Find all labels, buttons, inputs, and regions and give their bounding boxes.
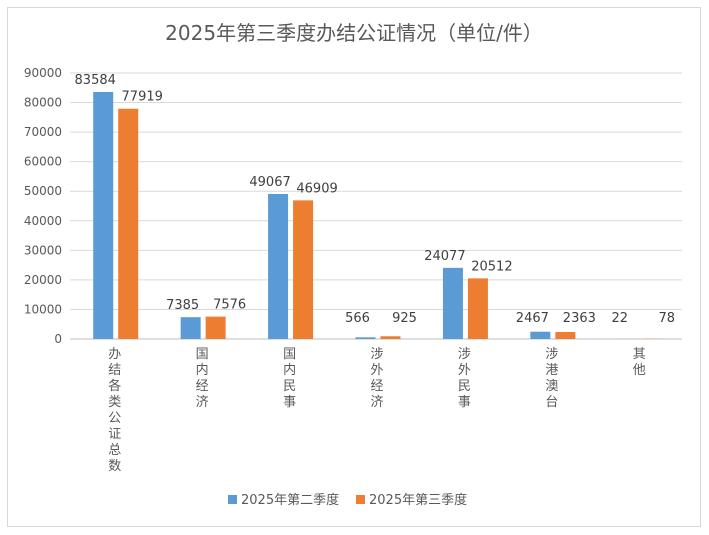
x-tick-label: 结 bbox=[108, 363, 121, 378]
legend-label: 2025年第三季度 bbox=[369, 492, 467, 508]
data-label: 22 bbox=[612, 311, 629, 326]
x-tick-label: 涉 bbox=[458, 347, 471, 362]
y-tick-label: 0 bbox=[54, 332, 62, 346]
x-tick-label: 证 bbox=[108, 427, 121, 442]
bar bbox=[442, 267, 463, 339]
bar bbox=[205, 316, 226, 339]
data-label: 925 bbox=[392, 311, 417, 326]
bar bbox=[293, 200, 314, 339]
y-tick-label: 10000 bbox=[24, 302, 62, 316]
y-tick-label: 40000 bbox=[24, 214, 62, 228]
x-tick-label: 涉 bbox=[370, 347, 383, 362]
y-tick-label: 50000 bbox=[24, 184, 62, 198]
x-tick-label: 事 bbox=[283, 395, 296, 410]
x-tick-label: 台 bbox=[545, 395, 558, 410]
x-tick-label: 澳 bbox=[545, 378, 558, 394]
legend-swatch bbox=[356, 495, 365, 504]
data-label: 2363 bbox=[563, 311, 596, 326]
x-tick-label: 济 bbox=[196, 395, 209, 410]
x-tick-label: 办 bbox=[108, 347, 121, 362]
x-tick-label: 其 bbox=[633, 347, 646, 362]
data-label: 77919 bbox=[122, 90, 163, 105]
legend-swatch bbox=[228, 495, 237, 504]
data-label: 24077 bbox=[424, 249, 465, 264]
data-label: 49067 bbox=[249, 175, 290, 190]
chart-frame bbox=[7, 7, 701, 527]
data-label: 2467 bbox=[516, 311, 549, 326]
y-tick-label: 30000 bbox=[24, 243, 62, 257]
bar bbox=[93, 91, 114, 339]
bar bbox=[555, 332, 576, 339]
data-label: 83584 bbox=[75, 73, 116, 88]
x-tick-label: 他 bbox=[633, 363, 646, 378]
bar bbox=[180, 317, 201, 339]
x-tick-label: 国 bbox=[283, 347, 296, 362]
y-tick-label: 80000 bbox=[24, 96, 62, 110]
bar bbox=[380, 336, 401, 339]
x-tick-label: 济 bbox=[370, 395, 383, 410]
y-tick-label: 20000 bbox=[24, 273, 62, 287]
bar bbox=[355, 337, 376, 339]
bar bbox=[467, 278, 488, 339]
x-tick-label: 总 bbox=[108, 443, 121, 458]
x-tick-label: 内 bbox=[196, 362, 209, 378]
x-tick-label: 各 bbox=[108, 378, 121, 394]
x-tick-label: 公 bbox=[108, 411, 121, 426]
data-label: 566 bbox=[345, 311, 370, 326]
data-label: 7385 bbox=[166, 298, 199, 313]
x-tick-label: 事 bbox=[458, 395, 471, 410]
x-tick-label: 国 bbox=[196, 347, 209, 362]
data-label: 78 bbox=[659, 311, 676, 326]
x-tick-label: 类 bbox=[108, 395, 121, 410]
x-tick-label: 港 bbox=[545, 363, 558, 378]
x-tick-label: 外 bbox=[458, 363, 471, 378]
data-label: 20512 bbox=[471, 259, 512, 274]
x-tick-label: 经 bbox=[196, 379, 209, 394]
y-tick-label: 70000 bbox=[24, 125, 62, 139]
bar bbox=[530, 331, 551, 339]
y-tick-label: 60000 bbox=[24, 155, 62, 169]
bar bbox=[118, 108, 139, 339]
x-tick-label: 民 bbox=[458, 379, 471, 394]
x-tick-label: 民 bbox=[283, 379, 296, 394]
x-tick-label: 外 bbox=[370, 363, 383, 378]
legend-label: 2025年第二季度 bbox=[241, 492, 339, 508]
chart-title: 2025年第三季度办结公证情况（单位/件） bbox=[165, 21, 543, 45]
x-tick-label: 经 bbox=[370, 379, 383, 394]
data-label: 7576 bbox=[213, 298, 246, 313]
y-tick-label: 90000 bbox=[24, 66, 62, 80]
x-tick-label: 内 bbox=[283, 362, 296, 378]
x-tick-label: 数 bbox=[108, 459, 121, 474]
x-tick-label: 涉 bbox=[545, 347, 558, 362]
data-label: 46909 bbox=[296, 181, 337, 196]
bar bbox=[268, 193, 289, 339]
